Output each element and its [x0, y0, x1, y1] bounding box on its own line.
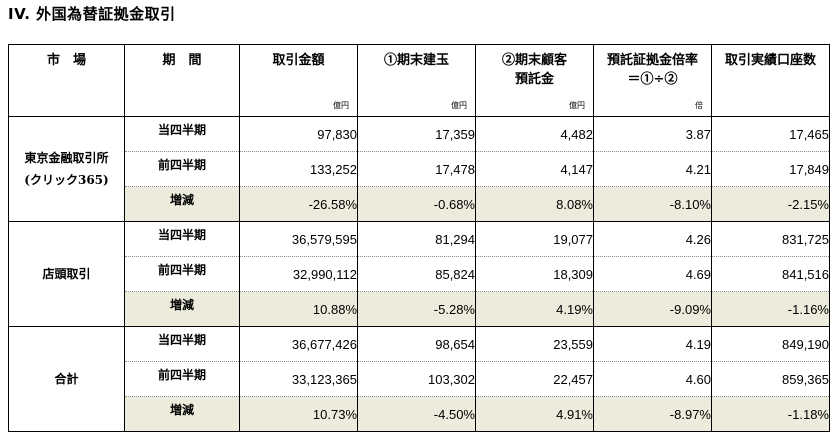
unit-label: 倍	[695, 101, 703, 110]
table-cell: 4.91%	[475, 396, 594, 432]
table-cell: 19,077	[475, 221, 594, 257]
table-cell: 4.21	[593, 151, 712, 187]
table-cell: 18,309	[475, 256, 594, 292]
table-cell: 133,252	[239, 151, 358, 187]
market-name: 東京金融取引所 (クリック365)	[8, 116, 125, 222]
table-row: 前四半期 133,252 17,478 4,147 4.21 17,849	[9, 151, 830, 187]
table-cell: -26.58%	[239, 186, 358, 222]
table-cell: 32,990,112	[239, 256, 358, 292]
table-cell: 4,482	[475, 116, 594, 152]
table-row-diff: 増減 -26.58% -0.68% 8.08% -8.10% -2.15%	[9, 186, 830, 222]
period-label: 増減	[124, 291, 240, 327]
table-cell: 831,725	[711, 221, 830, 257]
table-cell: 4,147	[475, 151, 594, 187]
table-cell: 3.87	[593, 116, 712, 152]
table-cell: 859,365	[711, 361, 830, 397]
table-row: 東京金融取引所 (クリック365) 当四半期 97,830 17,359 4,482 3.…	[8, 116, 830, 222]
table-cell: -4.50%	[357, 396, 476, 432]
table-cell: 4.19	[593, 326, 712, 362]
header-open-interest: ①期末建玉 億円	[357, 44, 476, 117]
table-cell: 33,123,365	[239, 361, 358, 397]
table-cell: -1.16%	[711, 291, 830, 327]
header-market: 市 場	[8, 44, 125, 117]
table-cell: 17,359	[357, 116, 476, 152]
unit-label: 億円	[569, 101, 585, 110]
period-label: 前四半期	[124, 151, 240, 187]
market-name: 店頭取引	[8, 221, 125, 327]
header-trade-amount: 取引金額 億円	[239, 44, 358, 117]
table-cell: 841,516	[711, 256, 830, 292]
table-cell: 17,849	[711, 151, 830, 187]
table-cell: -5.28%	[357, 291, 476, 327]
header-margin-ratio: 預託証拠金倍率 ＝①÷② 倍	[593, 44, 712, 117]
table-cell: -9.09%	[593, 291, 712, 327]
period-label: 増減	[124, 396, 240, 432]
unit-label: 億円	[451, 101, 467, 110]
period-label: 増減	[124, 186, 240, 222]
table-row: 前四半期 32,990,112 85,824 18,309 4.69 841,516	[9, 256, 830, 292]
header-customer-deposit: ②期末顧客 預託金 億円	[475, 44, 594, 117]
table-cell: 4.69	[593, 256, 712, 292]
table-cell: 81,294	[357, 221, 476, 257]
table-cell: 103,302	[357, 361, 476, 397]
table-cell: 17,478	[357, 151, 476, 187]
period-label: 当四半期	[124, 221, 240, 257]
section-title: IV. 外国為替証拠金取引	[8, 5, 176, 23]
table-cell: 4.19%	[475, 291, 594, 327]
fx-margin-table: 市 場 期 間 取引金額 億円 ①期末建玉 億円 ②期末顧客 預託金 億円 預託証拠金…	[8, 44, 830, 432]
table-cell: 97,830	[239, 116, 358, 152]
table-cell: 17,465	[711, 116, 830, 152]
table-cell: 8.08%	[475, 186, 594, 222]
header-account-count: 取引実績口座数	[711, 44, 830, 117]
table-cell: -8.10%	[593, 186, 712, 222]
header-row: 市 場 期 間 取引金額 億円 ①期末建玉 億円 ②期末顧客 預託金 億円 預託証拠金…	[8, 44, 830, 117]
market-name: 合計	[8, 326, 125, 432]
header-period: 期 間	[124, 44, 240, 117]
table-cell: 36,579,595	[239, 221, 358, 257]
table-cell: 36,677,426	[239, 326, 358, 362]
table-cell: -8.97%	[593, 396, 712, 432]
table-cell: -2.15%	[711, 186, 830, 222]
period-label: 前四半期	[124, 361, 240, 397]
table-cell: 10.73%	[239, 396, 358, 432]
table-row: 店頭取引 当四半期 36,579,595 81,294 19,077 4.26 831,72…	[8, 221, 830, 327]
table-cell: 4.26	[593, 221, 712, 257]
table-row: 合計 当四半期 36,677,426 98,654 23,559 4.19 849,190	[8, 326, 830, 432]
table-row-diff: 増減 10.88% -5.28% 4.19% -9.09% -1.16%	[9, 291, 830, 327]
table-cell: 98,654	[357, 326, 476, 362]
table-cell: -1.18%	[711, 396, 830, 432]
table-row-diff: 増減 10.73% -4.50% 4.91% -8.97% -1.18%	[9, 396, 830, 432]
table-cell: 85,824	[357, 256, 476, 292]
table-cell: -0.68%	[357, 186, 476, 222]
unit-label: 億円	[333, 101, 349, 110]
table-cell: 849,190	[711, 326, 830, 362]
table-cell: 4.60	[593, 361, 712, 397]
period-label: 当四半期	[124, 326, 240, 362]
period-label: 当四半期	[124, 116, 240, 152]
table-cell: 10.88%	[239, 291, 358, 327]
period-label: 前四半期	[124, 256, 240, 292]
table-cell: 22,457	[475, 361, 594, 397]
table-cell: 23,559	[475, 326, 594, 362]
table-row: 前四半期 33,123,365 103,302 22,457 4.60 859,365	[9, 361, 830, 397]
